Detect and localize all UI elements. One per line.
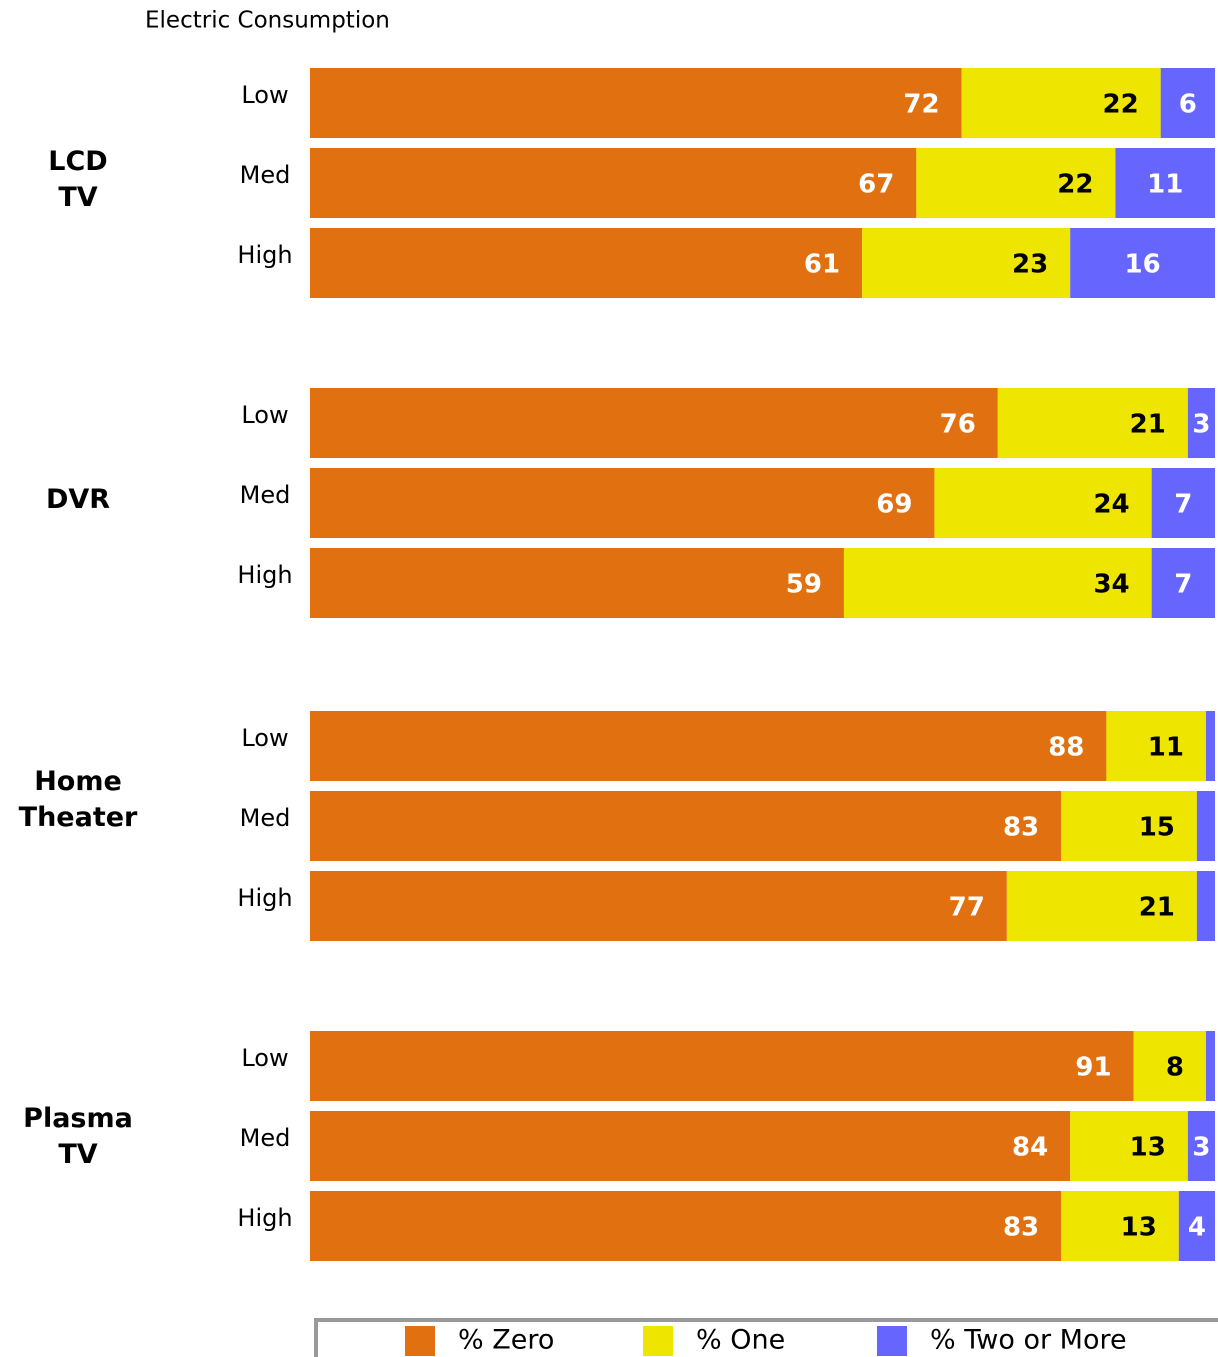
- category-label: Low: [241, 401, 288, 429]
- value-label: 77: [949, 893, 985, 923]
- bar-segment: [1205, 711, 1215, 781]
- bar-segment: [843, 548, 1152, 618]
- value-label: 84: [1012, 1133, 1048, 1163]
- bar-segment: [310, 1191, 1062, 1261]
- bar-segment: [310, 711, 1107, 781]
- bar-segment: [1006, 871, 1197, 941]
- bar-segment: [1151, 548, 1215, 618]
- value-label: 22: [1057, 170, 1093, 200]
- bar-segment: [1196, 871, 1215, 941]
- category-label: Low: [241, 81, 288, 109]
- bar-segment: [1205, 1031, 1215, 1101]
- bar-segment: [1133, 1031, 1206, 1101]
- category-label: High: [237, 1204, 292, 1232]
- bar-segment: [310, 68, 962, 138]
- bar-segment: [1160, 68, 1215, 138]
- bar-segment: [310, 791, 1062, 861]
- value-label: 13: [1121, 1213, 1157, 1243]
- value-label: 4: [1188, 1213, 1206, 1243]
- value-label: 72: [903, 90, 939, 120]
- bar-segment: [1151, 468, 1215, 538]
- legend-label: % One: [696, 1325, 785, 1356]
- bar-segment: [310, 468, 935, 538]
- value-label: 6: [1179, 90, 1197, 120]
- category-label: Med: [240, 481, 291, 509]
- value-label: 24: [1093, 490, 1129, 520]
- category-label: High: [237, 884, 292, 912]
- bar-segment: [961, 68, 1161, 138]
- bar-segment: [310, 148, 917, 218]
- category-label: High: [237, 561, 292, 589]
- bar-segment: [310, 548, 844, 618]
- bar-segment: [1196, 791, 1215, 861]
- legend-label: % Zero: [458, 1325, 554, 1356]
- value-label: 3: [1192, 410, 1210, 440]
- value-label: 3: [1192, 1133, 1210, 1163]
- value-label: 21: [1139, 893, 1175, 923]
- bar-segment: [1178, 1191, 1215, 1261]
- value-label: 11: [1148, 733, 1184, 763]
- value-label: 83: [1003, 813, 1039, 843]
- value-label: 15: [1139, 813, 1175, 843]
- value-label: 83: [1003, 1213, 1039, 1243]
- legend-swatch: [405, 1326, 435, 1356]
- bar-segment: [310, 388, 998, 458]
- bar-segment: [934, 468, 1152, 538]
- group-label: Home Theater: [18, 766, 138, 833]
- group-label: Plasma TV: [23, 1103, 133, 1170]
- value-label: 16: [1125, 250, 1161, 280]
- value-label: 7: [1174, 490, 1192, 520]
- bar-segment: [1061, 1191, 1179, 1261]
- bar-segment: [1115, 148, 1215, 218]
- value-label: 13: [1130, 1133, 1166, 1163]
- value-label: 11: [1147, 170, 1183, 200]
- value-label: 8: [1166, 1053, 1184, 1083]
- value-label: 88: [1048, 733, 1084, 763]
- value-label: 59: [786, 570, 822, 600]
- category-label: Low: [241, 724, 288, 752]
- legend-swatch: [877, 1326, 907, 1356]
- value-label: 67: [858, 170, 894, 200]
- legend-label: % Two or More: [930, 1325, 1127, 1356]
- bar-segment: [1106, 711, 1206, 781]
- category-label: Low: [241, 1044, 288, 1072]
- legend-swatch: [643, 1326, 673, 1356]
- chart-title: Electric Consumption: [145, 8, 390, 34]
- group-label: DVR: [45, 484, 111, 515]
- bar-segment: [1070, 228, 1215, 298]
- value-label: 22: [1103, 90, 1139, 120]
- value-label: 91: [1075, 1053, 1111, 1083]
- value-label: 7: [1174, 570, 1192, 600]
- value-label: 69: [876, 490, 912, 520]
- bar-segment: [310, 228, 863, 298]
- bar-segment: [1070, 1111, 1188, 1181]
- bar-segment: [1061, 791, 1197, 861]
- category-label: Med: [240, 804, 291, 832]
- bar-segment: [997, 388, 1188, 458]
- category-label: Med: [240, 161, 291, 189]
- bar-segment: [1187, 388, 1215, 458]
- value-label: 23: [1012, 250, 1048, 280]
- value-label: 61: [804, 250, 840, 280]
- bar-segment: [1187, 1111, 1215, 1181]
- bar-segment: [862, 228, 1071, 298]
- value-label: 21: [1130, 410, 1166, 440]
- bar-segment: [310, 1031, 1134, 1101]
- bar-segment: [310, 1111, 1071, 1181]
- group-label: LCD TV: [48, 146, 108, 213]
- value-label: 34: [1093, 570, 1129, 600]
- bar-segment: [310, 871, 1007, 941]
- value-label: 76: [940, 410, 976, 440]
- legend-box: [314, 1318, 1218, 1357]
- bar-segment: [916, 148, 1116, 218]
- category-label: High: [237, 241, 292, 269]
- category-label: Med: [240, 1124, 291, 1152]
